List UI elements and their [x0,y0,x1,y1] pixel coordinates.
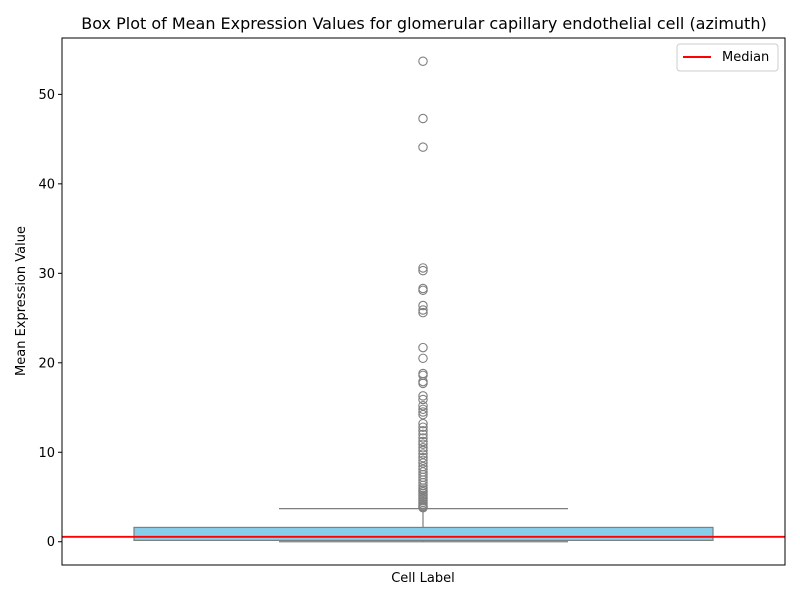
outlier-point [418,300,428,311]
outlier-point [418,433,428,443]
outlier-point [418,56,428,67]
outlier-point [418,263,428,273]
legend-median-label: Median [722,50,769,65]
chart-title: Box Plot of Mean Expression Values for g… [81,14,766,33]
outlier-point [418,305,428,315]
outlier-point [418,391,428,401]
outlier-point [418,418,428,429]
iqr-box [133,526,714,541]
outlier-point [418,353,428,364]
outlier-point [418,502,428,513]
outlier-point [418,394,428,405]
outlier-point [418,142,428,152]
outlier-point [418,443,428,453]
outlier-point [418,285,428,296]
outlier-point [418,422,428,432]
y-tick-label: 0 [47,535,55,550]
outlier-point [418,439,428,449]
plot-area [62,56,785,543]
outlier-point [418,342,428,353]
y-axis: 0 10 20 30 40 50 [38,88,62,550]
legend-box [676,43,779,72]
plot-frame [61,37,786,566]
outlier-point [418,265,428,276]
outlier-point [418,378,428,389]
y-tick-label: 20 [38,356,55,371]
outlier-point [418,445,428,456]
outlier-point [418,429,428,440]
outlier-point [418,113,428,124]
y-tick-label: 50 [38,88,55,103]
y-tick-label: 30 [38,267,55,282]
outlier-point [418,407,428,417]
outlier-point [418,404,428,415]
outlier-point [418,426,428,436]
outlier-point [418,307,428,318]
y-axis-label: Mean Expression Value [14,226,29,376]
y-tick-label: 10 [38,446,55,461]
legend: Median [676,43,779,72]
y-tick-label: 40 [38,177,55,192]
x-axis-label: Cell Label [391,571,455,586]
